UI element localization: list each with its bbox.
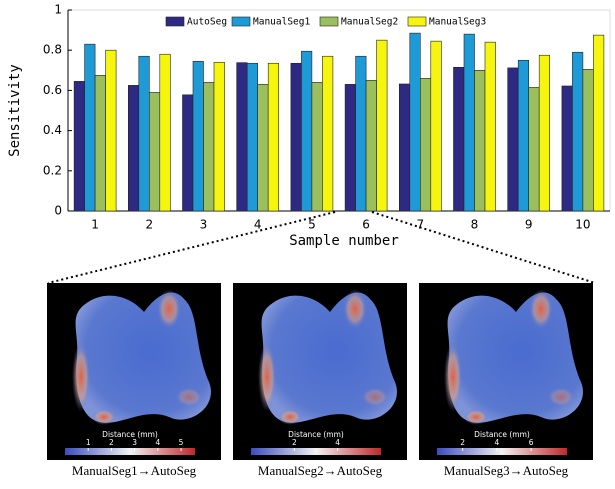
bar: [94, 75, 106, 212]
bar: [561, 85, 573, 212]
bar: [322, 55, 334, 212]
y-tick-label: 1: [54, 3, 62, 17]
bar: [572, 51, 584, 212]
x-tick-label: 6: [362, 218, 370, 232]
colorbar-tick-label: 6: [529, 438, 534, 447]
bar: [344, 84, 356, 212]
legend-swatch: [319, 16, 339, 27]
bar: [517, 59, 530, 212]
colorbar-tick-label: 4: [155, 438, 160, 447]
x-tick-label: 2: [145, 218, 153, 232]
colorbar: [437, 448, 567, 455]
bar: [430, 40, 442, 212]
heart-render: [444, 289, 583, 425]
bar: [409, 32, 421, 212]
bar: [236, 62, 248, 212]
bar: [246, 62, 258, 212]
bar: [419, 78, 432, 212]
bar: [474, 70, 486, 212]
bar: [73, 81, 85, 212]
colorbar-tick-label: 4: [494, 438, 499, 447]
bar: [507, 67, 519, 212]
x-tick-label: 7: [416, 218, 424, 232]
bar: [528, 87, 540, 212]
x-tick-label: 5: [308, 218, 316, 232]
bar: [593, 34, 605, 212]
y-tick-label: 0.8: [43, 43, 62, 57]
colorbar-label: Distance (mm): [102, 430, 158, 439]
bar: [311, 82, 323, 212]
bar: [365, 80, 377, 212]
x-tick-label: 1: [91, 218, 99, 232]
bar: [182, 94, 194, 212]
bar: [128, 85, 140, 212]
legend-label: ManualSeg1: [253, 17, 310, 28]
bar: [376, 39, 388, 212]
y-tick-label: 0.2: [43, 163, 62, 177]
x-tick-label: 9: [525, 218, 533, 232]
legend-swatch: [165, 16, 185, 27]
bar: [484, 41, 496, 212]
bar: [355, 55, 367, 212]
y-axis-label: Sensitivity: [7, 64, 23, 157]
bar: [203, 82, 215, 212]
zoom-line: [371, 211, 596, 284]
bar: [159, 53, 171, 212]
colorbar-tick-label: 2: [292, 438, 297, 447]
legend-label: ManualSeg2: [341, 17, 398, 28]
colorbar-label: Distance (mm): [474, 430, 530, 439]
bar: [213, 61, 225, 212]
panel-caption: ManualSeg1→AutoSeg: [72, 463, 197, 478]
bar: [267, 62, 280, 212]
legend-label: ManualSeg3: [429, 17, 486, 28]
x-tick-label: 10: [575, 218, 590, 232]
legend-swatch: [407, 16, 427, 27]
colorbar: [65, 448, 195, 455]
y-tick-label: 0.6: [43, 83, 62, 97]
legend-swatch: [231, 16, 251, 27]
bar: [398, 83, 411, 212]
colorbar-tick-label: 5: [179, 438, 184, 447]
bar: [463, 33, 475, 212]
colorbar: [251, 448, 381, 455]
bar: [290, 62, 302, 212]
colorbar-tick-label: 2: [460, 438, 465, 447]
bar: [149, 92, 161, 212]
bar: [192, 60, 204, 212]
colorbar-tick-label: 1: [86, 438, 91, 447]
bar: [257, 84, 269, 212]
bar: [138, 55, 150, 212]
bar: [105, 49, 117, 212]
colorbar-tick-label: 3: [132, 438, 137, 447]
y-tick-label: 0: [54, 204, 62, 218]
x-tick-label: 3: [200, 218, 208, 232]
x-tick-label: 4: [254, 218, 262, 232]
bar: [301, 50, 313, 212]
legend-label: AutoSeg: [187, 17, 227, 28]
colorbar-label: Distance (mm): [288, 430, 344, 439]
zoom-line: [47, 211, 336, 284]
bar: [582, 68, 594, 212]
panel-caption: ManualSeg3→AutoSeg: [444, 463, 569, 478]
bar: [84, 43, 96, 212]
bar: [453, 66, 465, 212]
heart-render: [72, 289, 211, 425]
colorbar-tick-label: 4: [335, 438, 340, 447]
x-tick-label: 8: [471, 218, 479, 232]
panel-caption: ManualSeg2→AutoSeg: [258, 463, 383, 478]
heart-render: [258, 289, 397, 425]
bar: [538, 54, 551, 212]
colorbar-tick-label: 2: [109, 438, 114, 447]
x-axis-label: Sample number: [289, 233, 399, 249]
y-tick-label: 0.4: [43, 123, 62, 137]
